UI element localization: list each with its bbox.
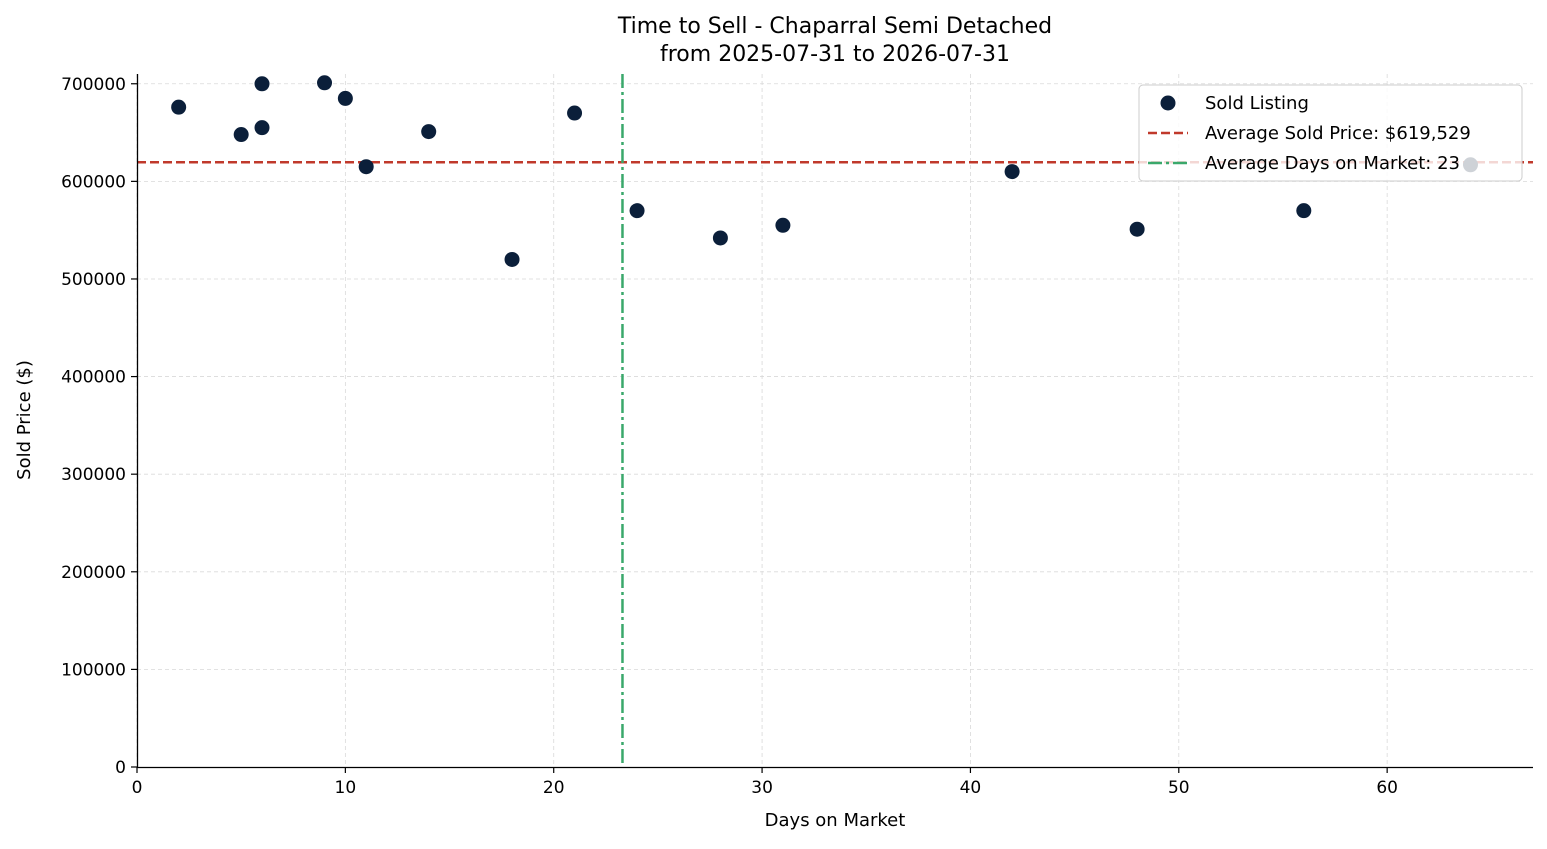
legend-label-average-days: Average Days on Market: 23 [1205,153,1460,174]
x-tick-label: 0 [132,778,143,798]
x-tick-label: 50 [1168,778,1190,798]
legend-marker-sold-listing [1160,95,1176,111]
y-tick-label: 500000 [61,270,126,290]
legend: Sold Listing Average Sold Price: $619,52… [1138,84,1523,182]
y-tick-label: 100000 [61,660,126,680]
data-point [171,99,187,115]
data-point [775,217,791,233]
legend-box [1138,84,1523,182]
x-tick-label: 30 [751,778,773,798]
data-point [567,105,583,121]
legend-label-average-price: Average Sold Price: $619,529 [1205,123,1471,144]
y-tick-label: 700000 [61,75,126,95]
data-point [421,124,437,140]
grid-layer [136,74,1533,767]
data-point [1004,164,1020,180]
y-tick-label: 0 [115,758,126,778]
data-point [1296,203,1312,219]
x-tick-label: 10 [335,778,357,798]
data-point [504,251,520,267]
y-tick-label: 400000 [61,368,126,388]
chart-subtitle: from 2025-07-31 to 2026-07-31 [660,42,1010,67]
y-tick-label: 200000 [61,563,126,583]
data-point [712,230,728,246]
y-axis-label: Sold Price ($) [14,360,35,480]
chart-title: Time to Sell - Chaparral Semi Detached [617,14,1052,39]
x-tick-label: 60 [1376,778,1398,798]
x-axis-label: Days on Market [765,810,906,831]
data-point [254,76,270,92]
data-point [1129,221,1145,237]
data-point [337,90,353,106]
data-point [358,159,374,175]
data-point [233,127,249,143]
y-tick-label: 300000 [61,465,126,485]
y-tick-label: 600000 [61,172,126,192]
legend-label-sold-listing: Sold Listing [1205,93,1309,114]
x-tick-label: 20 [543,778,565,798]
data-points [171,75,1478,267]
tick-labels: 0 10 20 30 40 50 60 0 100000 200000 300000 400000 50… [61,75,1398,798]
data-point [317,75,333,91]
data-point [629,203,645,219]
data-point [254,120,270,136]
axes [136,74,1533,769]
x-tick-label: 40 [960,778,982,798]
